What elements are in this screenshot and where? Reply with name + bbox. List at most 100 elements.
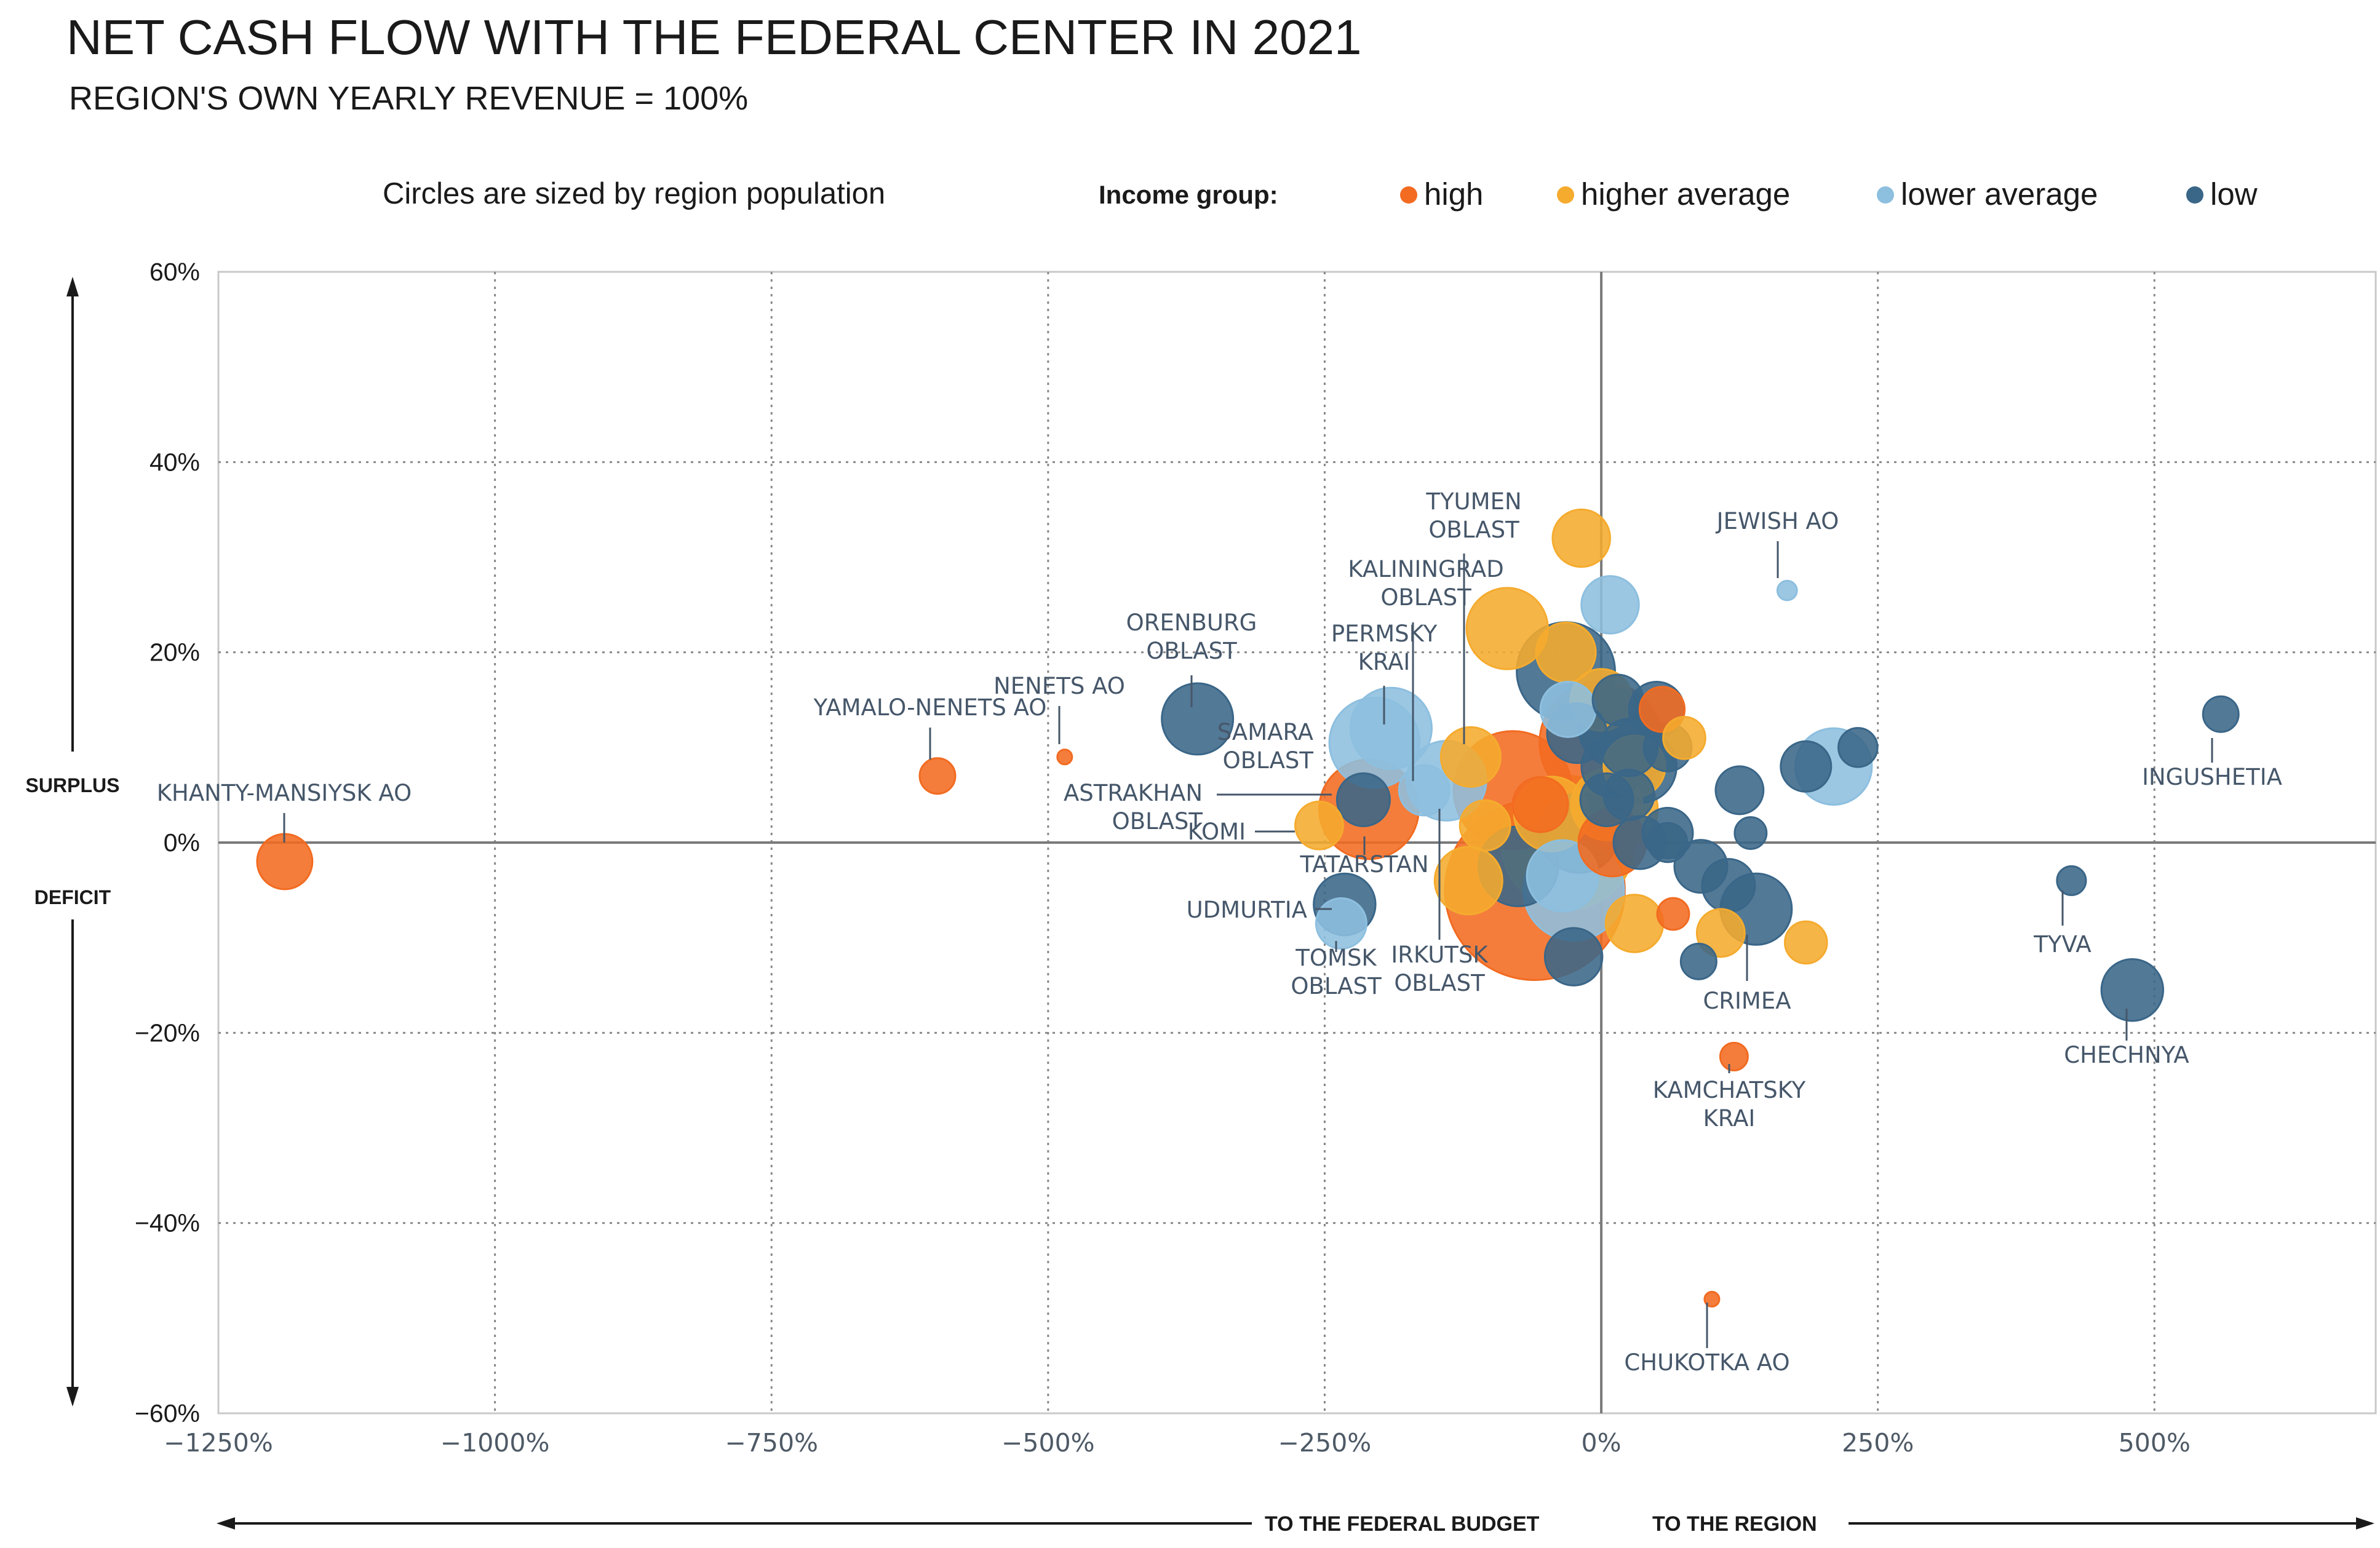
annotation-line: YAMALO-NENETS AO: [813, 694, 1047, 721]
annotation-line: JEWISH AO: [1716, 508, 1839, 534]
annotation-komi: KOMI: [1188, 819, 1246, 845]
annotation-line: TATARSTAN: [1299, 851, 1428, 878]
annotation-line: KHANTY-MANSIYSK AO: [157, 780, 412, 806]
annotation-ingushetia: INGUSHETIA: [2142, 764, 2282, 790]
data-point-low: [2100, 958, 2165, 1022]
annotation-samara-oblast: SAMARA OBLAST: [1217, 719, 1314, 774]
annotation-orenburg-oblast: ORENBURG OBLAST: [1126, 609, 1257, 664]
data-point-low: [1602, 769, 1655, 822]
x-tick-label: −750%: [725, 1428, 818, 1458]
surplus-label: SURPLUS: [26, 774, 120, 796]
data-point-low: [1679, 942, 1717, 980]
legend-label-high: high: [1424, 177, 1483, 212]
to-region-label: TO THE REGION: [1652, 1512, 1817, 1536]
annotation-line: OBLAST: [1146, 638, 1237, 664]
data-point-lower-average: [1349, 686, 1433, 771]
plot-area: 60% 40% 20% 0% −20% −40% −60%−1250% −1000% −750%…: [135, 258, 2377, 1458]
data-point-higher-average: [1783, 920, 1828, 965]
annotation-line: SAMARA: [1217, 719, 1313, 745]
size-note: Circles are sized by region population: [383, 177, 885, 210]
data-point-higher-average: [1294, 800, 1344, 851]
data-point-low: [1714, 765, 1765, 816]
data-point-low: [1647, 822, 1689, 863]
data-point-higher-average: [1551, 508, 1611, 568]
legend-marker-low: [2186, 186, 2203, 204]
data-point-low: [1335, 772, 1391, 827]
annotation-line: OBLAST: [1223, 747, 1314, 774]
annotation-tatarstan: TATARSTAN: [1299, 851, 1428, 878]
x-tick-label: −1250%: [164, 1428, 273, 1458]
data-point-high: [1511, 776, 1569, 833]
data-point-high: [1703, 1290, 1721, 1308]
annotation-line: KRAI: [1703, 1105, 1756, 1132]
data-point-low: [1591, 673, 1644, 726]
y-tick-label: −40%: [135, 1209, 200, 1237]
annotation-line: CHUKOTKA AO: [1624, 1349, 1789, 1376]
data-point-low: [2056, 865, 2087, 896]
legend-label-lower_average: lower average: [1901, 177, 2098, 212]
data-point-higher-average: [1439, 726, 1502, 788]
annotation-line: TYVA: [2033, 931, 2091, 958]
annotation-line: KOMI: [1188, 819, 1246, 845]
data-point-lower-average: [1580, 575, 1640, 635]
annotation-line: INGUSHETIA: [2142, 764, 2282, 790]
annotation-line: OBLAST: [1112, 808, 1203, 835]
x-tick-label: −250%: [1278, 1428, 1372, 1458]
y-tick-label: 60%: [149, 258, 200, 286]
annotation-irkutsk-oblast: IRKUTSK OBLAST: [1391, 942, 1489, 996]
data-point-lower-average: [1526, 839, 1599, 913]
to-federal-label: TO THE FEDERAL BUDGET: [1265, 1512, 1540, 1536]
annotation-line: UDMURTIA: [1187, 897, 1307, 923]
data-point-higher-average: [1695, 908, 1746, 958]
y-tick-label: −60%: [135, 1399, 200, 1427]
annotation-tomsk-oblast: TOMSK OBLAST: [1291, 945, 1382, 999]
annotation-crimea: CRIMEA: [1703, 988, 1791, 1014]
legend-label-higher_average: higher average: [1581, 177, 1790, 212]
legend-label-low: low: [2210, 177, 2258, 212]
annotation-line: IRKUTSK: [1391, 942, 1489, 968]
annotation-line: KAMCHATSKY: [1653, 1077, 1806, 1103]
annotation-astrakhan-oblast: ASTRAKHAN OBLAST: [1064, 780, 1203, 835]
annotation-line: TYUMEN: [1425, 488, 1521, 515]
data-point-low: [2202, 695, 2240, 733]
annotation-line: OBLAST: [1291, 973, 1382, 999]
data-point-low: [1780, 740, 1833, 793]
data-point-high: [1719, 1042, 1749, 1071]
y-tick-label: 20%: [149, 638, 200, 667]
x-tick-label: 0%: [1582, 1428, 1622, 1458]
data-point-lower-average: [1776, 579, 1798, 601]
annotation-chechnya: CHECHNYA: [2064, 1042, 2189, 1068]
annotation-tyva: TYVA: [2033, 931, 2091, 958]
annotation-chukotka-ao: CHUKOTKA AO: [1624, 1349, 1789, 1376]
deficit-arrow: [66, 919, 79, 1407]
annotation-line: KALININGRAD: [1348, 556, 1503, 582]
data-point-higher-average: [1433, 846, 1503, 916]
y-tick-label: 40%: [149, 448, 200, 476]
annotation-udmurtia: UDMURTIA: [1187, 897, 1307, 923]
data-point-high: [1056, 748, 1073, 766]
annotation-line: CHECHNYA: [2064, 1042, 2189, 1068]
data-point-low: [1543, 927, 1604, 986]
data-point-lower-average: [1315, 897, 1367, 950]
data-point-higher-average: [1604, 894, 1665, 953]
legend-marker-lower_average: [1877, 186, 1894, 204]
annotation-permsky-krai: PERMSKY KRAI: [1331, 621, 1438, 675]
y-tick-label: −20%: [135, 1018, 200, 1047]
chart-title: NET CASH FLOW WITH THE FEDERAL CENTER IN…: [66, 10, 1362, 65]
data-point-higher-average: [1662, 716, 1706, 760]
data-point-high: [1656, 897, 1690, 931]
data-point-higher-average: [1535, 621, 1597, 683]
annotation-kaliningrad-oblast: KALININGRAD OBLAST: [1348, 556, 1503, 611]
annotation-khanty-mansiysk-ao: KHANTY-MANSIYSK AO: [157, 780, 412, 806]
annotation-line: CRIMEA: [1703, 988, 1791, 1014]
legend-marker-high: [1400, 186, 1417, 204]
x-tick-label: 250%: [1842, 1428, 1914, 1458]
to-federal-arrow: [217, 1517, 1252, 1530]
annotation-yamalo-nenets-ao: YAMALO-NENETS AO: [813, 694, 1047, 721]
data-point-lower-average: [1398, 764, 1451, 817]
data-point-low: [1161, 682, 1235, 756]
y-tick-label: 0%: [164, 828, 200, 857]
annotation-line: OBLAST: [1394, 970, 1485, 996]
to-region-arrow: [1849, 1517, 2374, 1530]
legend-marker-higher_average: [1557, 186, 1574, 204]
